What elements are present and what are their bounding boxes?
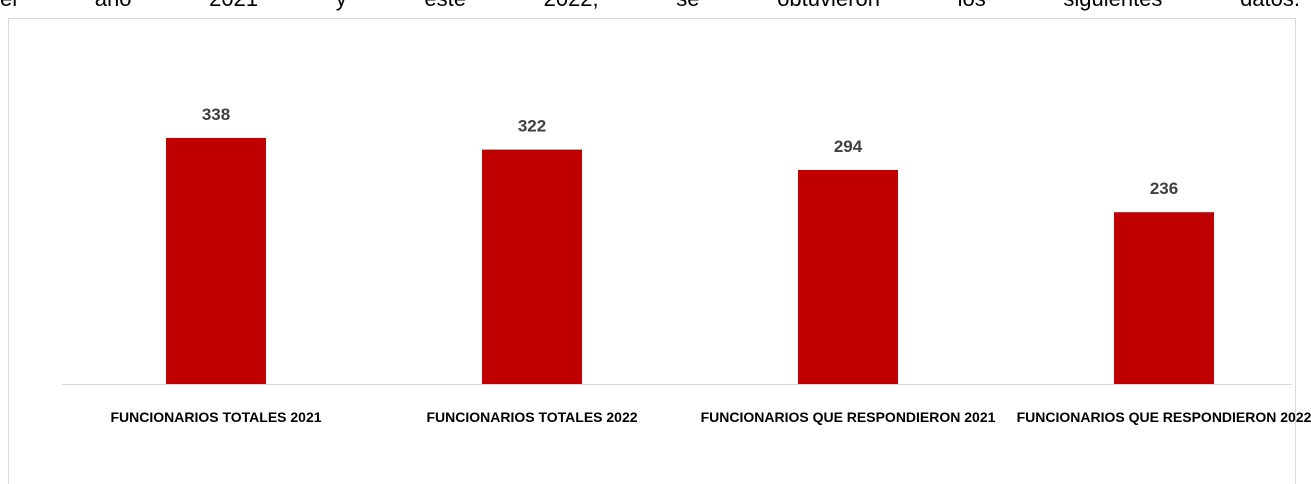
bar [482,149,582,384]
bar [166,137,266,384]
value-label: 338 [202,105,230,124]
intro-text: el año 2021 y este 2022, se obtuvieron l… [0,0,1300,12]
bar [798,169,898,384]
value-label: 294 [834,137,863,156]
x-tick-label: FUNCIONARIOS QUE RESPONDIERON 2021 [700,409,996,425]
x-tick-label: FUNCIONARIOS QUE RESPONDIERON 2022 [1016,409,1311,425]
value-label: 236 [1150,179,1178,198]
chart-frame [8,18,1296,484]
value-label: 322 [518,117,546,136]
x-tick-label: FUNCIONARIOS TOTALES 2021 [110,409,322,425]
x-tick-label: FUNCIONARIOS TOTALES 2022 [426,409,638,425]
bar [1114,212,1214,384]
